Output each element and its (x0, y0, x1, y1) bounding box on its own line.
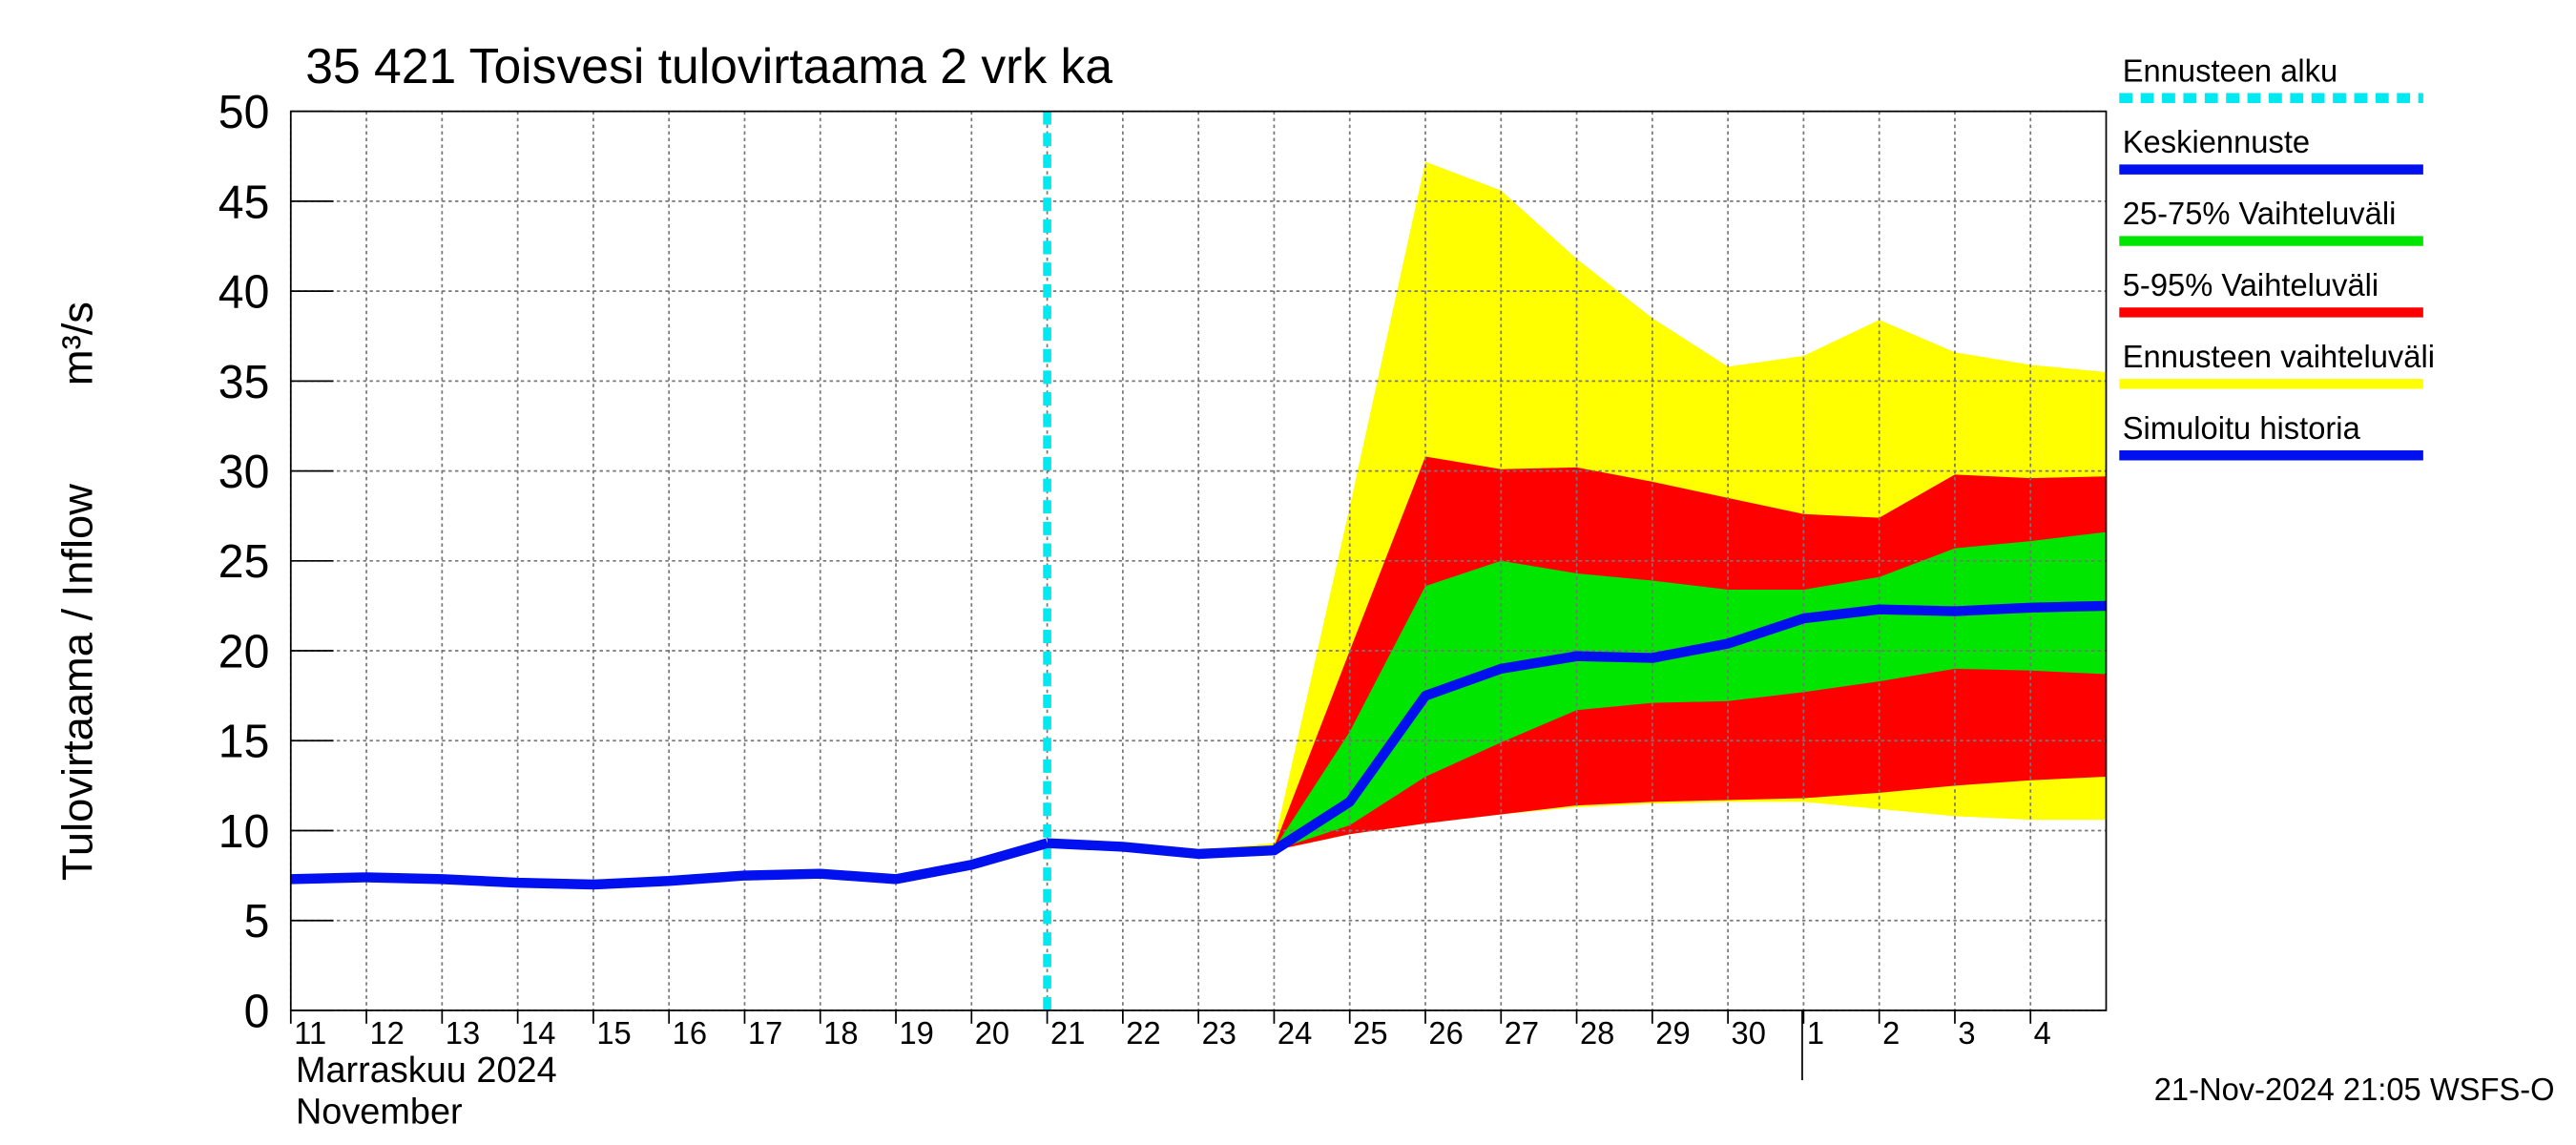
legend-label: Ennusteen vaihteluväli (2123, 339, 2435, 374)
x-tick-label: 16 (673, 1015, 707, 1051)
x-tick-label: 11 (294, 1015, 326, 1051)
legend-label: Simuloitu historia (2123, 410, 2361, 446)
x-tick-label: 2 (1882, 1015, 1900, 1051)
month-label: Marraskuu 2024 (296, 1051, 557, 1091)
y-tick-label: 5 (244, 896, 270, 947)
y-tick-label: 45 (218, 177, 270, 228)
series-line (1047, 600, 2107, 860)
x-tick-label: 21 (1050, 1015, 1085, 1051)
x-tick-label: 18 (823, 1015, 858, 1051)
y-tick-label: 40 (218, 266, 270, 318)
x-tick-label: 14 (521, 1015, 555, 1051)
lines (290, 111, 2107, 1010)
legend: Ennusteen alku Keskiennuste 25-75% Vaihtel… (2119, 52, 2435, 461)
x-tick-label: 15 (596, 1015, 631, 1051)
footer: 21-Nov-2024 21:05 WSFS-O (2154, 1072, 2555, 1107)
x-tick-label: 25 (1353, 1015, 1387, 1051)
x-tick-label: 19 (899, 1015, 933, 1051)
x-tick-label: 22 (1126, 1015, 1160, 1051)
x-tick-label: 3 (1958, 1015, 1975, 1051)
x-tick-label: 30 (1732, 1015, 1766, 1051)
chart-title: 35 421 Toisvesi tulovirtaama 2 vrk ka (305, 39, 1112, 94)
y-tick-label: 50 (218, 87, 270, 138)
month-label-en: November (296, 1092, 463, 1132)
x-tick-label: 29 (1655, 1015, 1690, 1051)
legend-label: 25-75% Vaihteluväli (2123, 196, 2397, 231)
legend-label: Keskiennuste (2123, 124, 2310, 159)
y-tick-label: 25 (218, 536, 270, 588)
x-tick-label: 12 (370, 1015, 405, 1051)
x-tick-label: 23 (1202, 1015, 1236, 1051)
plot-frame (289, 110, 2108, 1011)
x-tick-label: 26 (1428, 1015, 1463, 1051)
x-tick-label: 20 (975, 1015, 1009, 1051)
y-tick-label: 0 (244, 986, 270, 1037)
x-tick-label: 1 (1807, 1015, 1824, 1051)
y-tick-label: 30 (218, 447, 270, 498)
x-tick-label: 24 (1278, 1015, 1312, 1051)
y-axis-unit: m³/s (53, 302, 102, 385)
x-tick-label: 28 (1580, 1015, 1614, 1051)
legend-label: Ennusteen alku (2123, 52, 2337, 88)
y-tick-label: 35 (218, 357, 270, 408)
y-tick-label: 15 (218, 716, 270, 767)
x-tick-label: 17 (748, 1015, 782, 1051)
legend-label: 5-95% Vaihteluväli (2123, 267, 2379, 302)
y-axis-label: Tulovirtaama / Inflow (53, 484, 102, 881)
x-tick-label: 4 (2034, 1015, 2051, 1051)
x-tick-label: 13 (446, 1015, 480, 1051)
series-line (290, 838, 1049, 890)
y-tick-label: 10 (218, 806, 270, 858)
y-tick-label: 20 (218, 626, 270, 677)
x-tick-label: 27 (1505, 1015, 1539, 1051)
